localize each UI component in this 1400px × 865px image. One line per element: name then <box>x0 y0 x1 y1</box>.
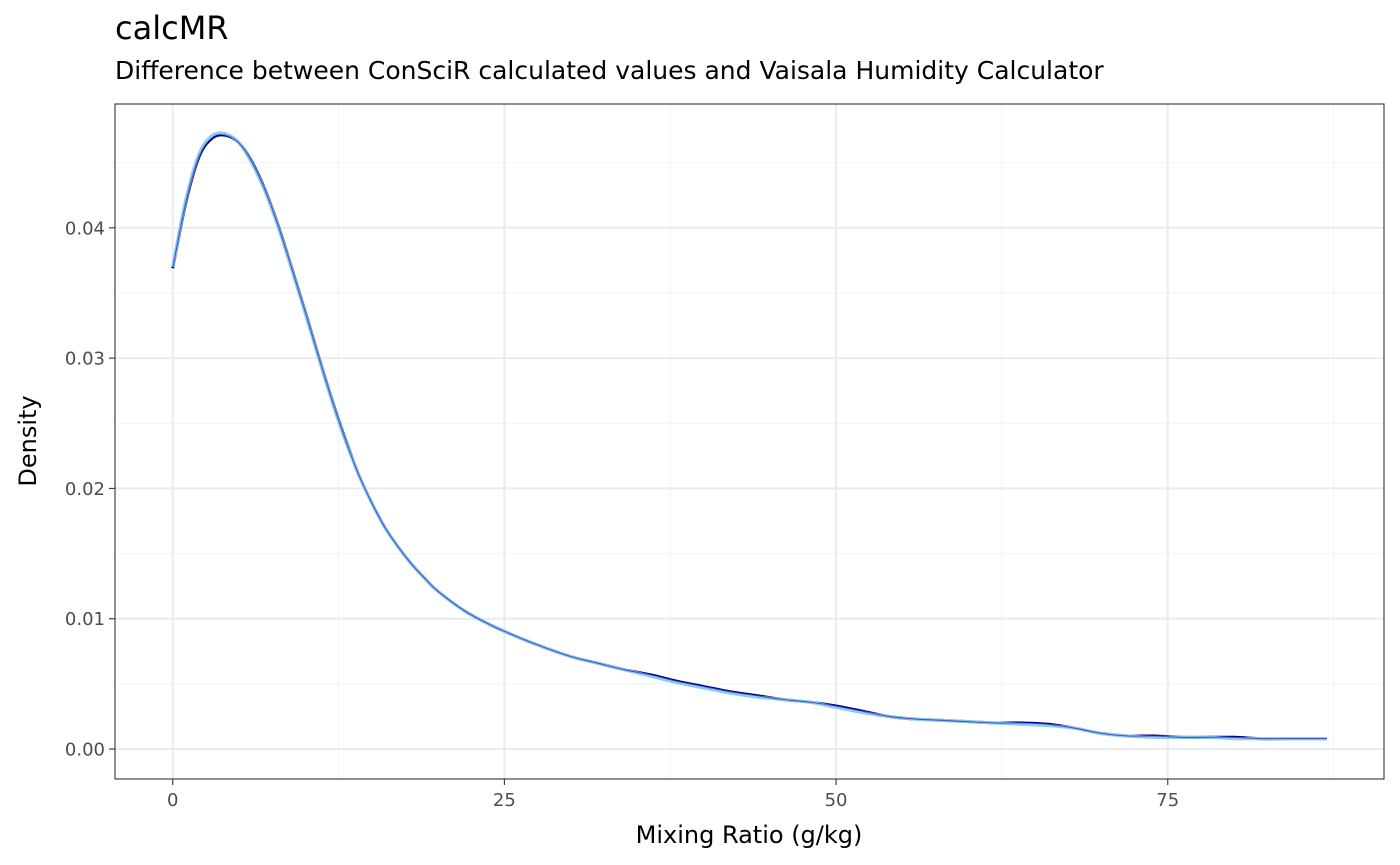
x-tick-label: 50 <box>825 790 848 811</box>
x-tick-label: 75 <box>1156 790 1179 811</box>
major-gridlines <box>115 104 1384 779</box>
y-tick-label: 0.03 <box>65 349 105 370</box>
x-tick-label: 0 <box>167 790 178 811</box>
y-tick-label: 0.04 <box>65 218 105 239</box>
chart-subtitle: Difference between ConSciR calculated va… <box>115 56 1104 85</box>
chart-title: calcMR <box>115 9 229 47</box>
y-tick-label: 0.01 <box>65 609 105 630</box>
y-axis-title: Density <box>14 395 42 486</box>
plot-panel <box>115 104 1384 779</box>
x-axis-title: Mixing Ratio (g/kg) <box>636 821 863 849</box>
y-tick-label: 0.02 <box>65 479 105 500</box>
minor-gridlines <box>115 104 1384 779</box>
plot-panel-border <box>114 103 1385 780</box>
x-tick-label: 25 <box>493 790 516 811</box>
y-axis: 0.00 0.01 0.02 0.03 0.04 <box>65 218 115 761</box>
series-layer <box>171 131 1327 741</box>
x-axis: 0 25 50 75 <box>167 779 1179 811</box>
series-line-dark-overlay <box>172 134 1327 740</box>
y-tick-label: 0.00 <box>65 740 105 761</box>
